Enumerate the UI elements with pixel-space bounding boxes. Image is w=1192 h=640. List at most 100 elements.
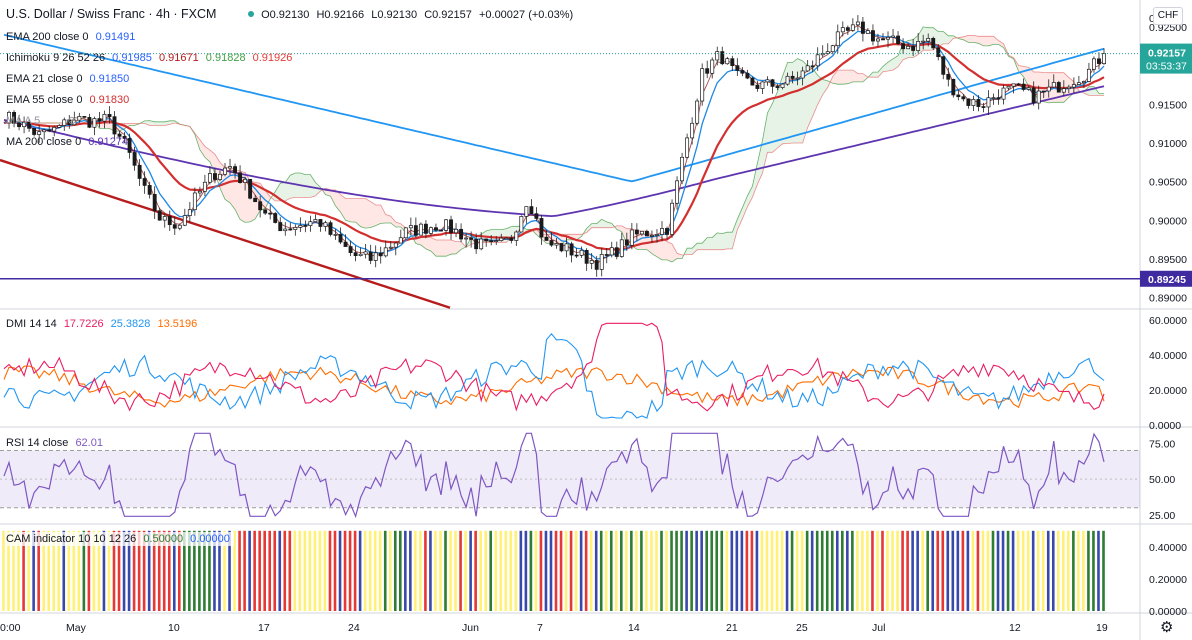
legend-cam[interactable]: CAM indicator 10 10 12 26 0.50000 0.0000… xyxy=(6,532,234,546)
cam-bar xyxy=(926,530,930,611)
candle-body xyxy=(1041,90,1046,93)
cam-bar xyxy=(660,530,663,611)
cam-bar xyxy=(720,530,724,611)
legend-ema21[interactable]: EMA 21 close 0 0.91850 xyxy=(6,72,133,86)
cam-bar xyxy=(177,530,181,611)
cam-bar xyxy=(891,530,894,611)
candle-body xyxy=(57,125,62,128)
cam-bar xyxy=(529,530,533,611)
cam-bar xyxy=(574,530,578,611)
cam-bar xyxy=(645,530,648,611)
candle-body xyxy=(685,137,690,158)
cam-bar xyxy=(27,530,30,611)
cam-bar xyxy=(278,530,282,611)
cam-bar xyxy=(253,530,256,611)
current-price-label: 0.92157 xyxy=(1148,48,1186,60)
cloud-segment xyxy=(380,205,386,224)
cam-bar xyxy=(494,530,498,611)
legend-ma200[interactable]: MA 200 close 0 0.91274 xyxy=(6,135,132,149)
dmi-tick-label: 60.0000 xyxy=(1149,315,1187,327)
countdown-label: 03:53:37 xyxy=(1146,61,1187,73)
cam-bar xyxy=(564,530,568,611)
cam-bar xyxy=(594,530,598,611)
cloud-segment xyxy=(702,237,708,250)
candle-body xyxy=(132,152,137,166)
candle-body xyxy=(946,74,951,80)
cam-bar xyxy=(830,530,834,611)
candle-body xyxy=(785,75,790,85)
cam-bar xyxy=(584,530,588,611)
legend-ma5[interactable]: MA A 5 ⊘ xyxy=(6,114,81,128)
cam-bar xyxy=(966,530,970,611)
dmi-minus-line xyxy=(3,332,1105,419)
cam-bar xyxy=(47,530,51,611)
legend-ichimoku[interactable]: Ichimoku 9 26 52 26 0.91985 0.91671 0.91… xyxy=(6,51,296,65)
cam-bar xyxy=(871,530,874,611)
cam-bar xyxy=(1072,530,1075,611)
candle-body xyxy=(855,21,860,26)
cloud-segment xyxy=(822,79,828,95)
cloud-segment xyxy=(285,175,291,201)
legend-rsi[interactable]: RSI 14 close 62.01 xyxy=(6,436,107,450)
cam-bar xyxy=(72,530,76,611)
candle-body xyxy=(177,224,182,229)
cloud-segment xyxy=(862,73,868,82)
cam-bar xyxy=(318,530,322,611)
candle-body xyxy=(850,24,855,31)
cam-bar xyxy=(790,530,794,611)
cam-bar xyxy=(916,530,919,611)
candle-body xyxy=(790,75,795,79)
cam-bar xyxy=(961,530,965,611)
candle-body xyxy=(348,246,353,253)
cloud-segment xyxy=(440,239,447,257)
cloud-segment xyxy=(787,62,793,144)
cloud-segment xyxy=(948,35,954,44)
legend-ema55[interactable]: EMA 55 close 0 0.91830 xyxy=(6,93,133,107)
candle-body xyxy=(263,209,268,214)
candle-body xyxy=(705,68,710,74)
dmi-tick-label: 0.0000 xyxy=(1149,420,1181,432)
dmi-tick-label: 40.0000 xyxy=(1149,350,1187,362)
cam-bar xyxy=(474,530,477,611)
cam-bar xyxy=(308,530,312,611)
candle-body xyxy=(378,252,383,257)
cam-bar xyxy=(127,530,131,611)
candle-body xyxy=(926,37,931,42)
candle-body xyxy=(886,36,890,40)
cloud-segment xyxy=(717,232,723,250)
candle-body xyxy=(489,240,494,242)
cam-bar xyxy=(298,530,302,611)
cam-bar xyxy=(825,530,829,611)
cam-bar xyxy=(7,530,10,611)
candle-body xyxy=(735,65,740,71)
cloud-segment xyxy=(425,237,431,252)
cam-bar xyxy=(484,530,487,611)
candle-body xyxy=(17,123,22,128)
candle-body xyxy=(740,70,745,74)
current-price-tag xyxy=(1140,43,1192,74)
cloud-segment xyxy=(350,198,356,223)
cam-bar xyxy=(378,530,382,611)
cloud-segment xyxy=(998,40,1004,48)
cam-tick-label: 0.40000 xyxy=(1149,542,1187,554)
cam-bar xyxy=(223,530,226,611)
candle-body xyxy=(614,247,619,257)
currency-button[interactable]: CHF xyxy=(1153,7,1183,25)
cam-bar xyxy=(509,530,513,611)
candle-body xyxy=(1031,87,1036,104)
candle-body xyxy=(604,254,609,256)
cam-bar xyxy=(1006,530,1010,611)
cam-bar xyxy=(107,530,111,611)
cam-bar xyxy=(921,530,924,611)
eye-hidden-icon[interactable]: ⊘ xyxy=(67,115,77,127)
candle-body xyxy=(202,181,207,192)
legend-cam-label: CAM indicator 10 10 12 26 xyxy=(6,533,137,545)
candle-body xyxy=(363,251,368,255)
legend-ema200[interactable]: EMA 200 close 0 0.91491 xyxy=(6,30,139,44)
gear-icon[interactable]: ⚙ xyxy=(1160,619,1173,636)
cam-bar xyxy=(188,530,191,611)
candle-body xyxy=(278,222,283,232)
cam-bar xyxy=(1036,530,1040,611)
legend-dmi[interactable]: DMI 14 14 17.7226 25.3828 13.5196 xyxy=(6,317,201,331)
